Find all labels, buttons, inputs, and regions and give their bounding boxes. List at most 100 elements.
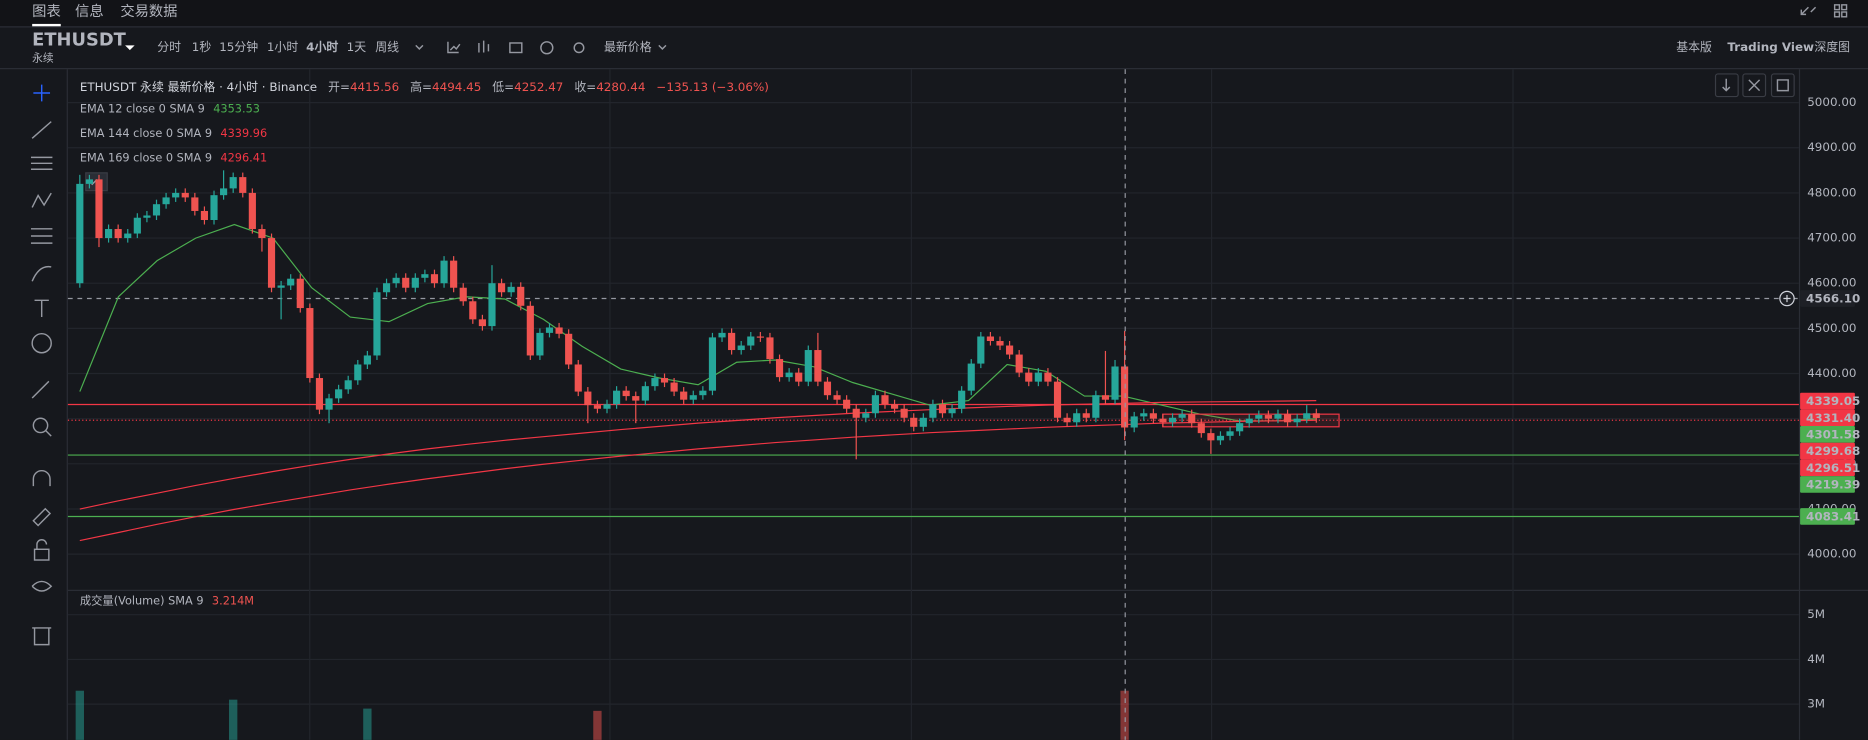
view-option[interactable]: 深度图 [1814, 40, 1850, 54]
candle-body [488, 283, 496, 327]
candle-body [545, 327, 554, 333]
candle-body [632, 396, 640, 401]
candle-body [1226, 431, 1234, 436]
price-type[interactable]: 最新价格 [604, 40, 652, 54]
candle-body [795, 372, 803, 382]
candle-body [1255, 415, 1263, 419]
timeframe[interactable]: 周线 [375, 40, 399, 54]
candle-body [459, 287, 467, 302]
candle-body [363, 355, 371, 365]
candle-body [1236, 423, 1244, 432]
candle-body [680, 391, 688, 400]
candle-body [239, 177, 247, 193]
indicator-value: 4296.41 [220, 152, 267, 165]
tab-bar [0, 0, 1868, 27]
contract: 永续 [32, 51, 54, 64]
view-option[interactable]: Trading View [1727, 40, 1814, 54]
tab-underline [32, 23, 61, 27]
candle-body [1207, 433, 1215, 441]
legend-label: 低= [492, 80, 514, 94]
candle-body [843, 399, 851, 409]
volume-bar [75, 690, 84, 740]
candle-body [402, 277, 410, 288]
chart-tool-icons[interactable] [415, 40, 667, 55]
tab[interactable]: 图表 [32, 3, 61, 20]
timeframe[interactable]: 4小时 [306, 40, 338, 54]
candle-body [593, 405, 601, 409]
price-badge-label: 4083.41 [1806, 510, 1860, 524]
legend-title: ETHUSDT 永续 最新价格 · 4小时 · Binance [80, 80, 317, 94]
candle-body [124, 233, 132, 239]
timeframe[interactable]: 1小时 [267, 40, 298, 54]
candle-body [162, 197, 170, 205]
volume-bar [593, 710, 602, 740]
price-badge [1800, 442, 1855, 460]
timeframe[interactable]: 1天 [347, 40, 367, 54]
candle-body [526, 305, 534, 356]
candle-body [335, 389, 343, 399]
drawing-toolbar[interactable] [30, 84, 53, 646]
candle-body [1216, 435, 1225, 441]
candle-body [1293, 418, 1301, 423]
candle-body [392, 277, 400, 284]
candle-body [1178, 414, 1186, 418]
candle-body [172, 192, 180, 198]
indicator-value: 4353.53 [213, 103, 260, 116]
candle-body [910, 417, 918, 427]
indicator-name: EMA 144 close 0 SMA 9 [80, 127, 212, 140]
candle-body [919, 417, 927, 427]
price-badge [1800, 409, 1855, 427]
candle-body [670, 382, 678, 392]
volume-tick-label: 3M [1807, 697, 1825, 711]
timeframe[interactable]: 15分钟 [219, 40, 258, 54]
price-badge [1800, 508, 1855, 525]
add-alert-icon[interactable] [1783, 294, 1791, 303]
legend-label: 开= [328, 80, 350, 94]
window-buttons[interactable] [1800, 4, 1848, 18]
candle-body [1168, 417, 1177, 423]
price-badge-label: 4301.58 [1806, 427, 1860, 441]
y-tick-label: 4800.00 [1807, 185, 1856, 199]
candle-body [689, 395, 697, 400]
symbol-caret[interactable] [125, 45, 135, 51]
candle-body [143, 215, 151, 218]
candle-body [210, 195, 218, 220]
candle-body [881, 395, 889, 405]
candle-body [105, 229, 113, 239]
candle-body [708, 337, 717, 391]
candle-body [1283, 414, 1292, 423]
candle-body [114, 229, 122, 239]
legend-value: 4415.56 [350, 80, 399, 94]
ema-line [79, 400, 1317, 510]
candle-body [267, 238, 276, 288]
candle-body [699, 390, 707, 396]
view-option[interactable]: 基本版 [1676, 40, 1712, 54]
timeframe[interactable]: 1秒 [192, 40, 212, 54]
candle-body [296, 278, 304, 309]
volume-bar [229, 699, 238, 740]
tab[interactable]: 信息 [75, 3, 104, 20]
candle-body [1188, 414, 1196, 424]
price-badge-label: 4296.51 [1806, 461, 1860, 475]
candle-body [660, 378, 669, 383]
tab[interactable]: 交易数据 [120, 2, 177, 20]
candle-body [996, 341, 1004, 346]
candle-body [248, 192, 256, 230]
candle-body [95, 179, 103, 239]
candle-body [76, 183, 84, 284]
symbol[interactable]: ETHUSDT [32, 30, 127, 51]
candle-body [900, 408, 908, 418]
candle-body [181, 192, 189, 198]
candle-body [986, 336, 994, 342]
candle-body [344, 380, 352, 390]
candle-body [200, 210, 209, 220]
y-tick-label: 4600.00 [1807, 276, 1856, 290]
candle-body [1149, 413, 1157, 419]
volume-title: 成交量(Volume) SMA 9 [80, 594, 204, 608]
price-badge [1800, 476, 1855, 493]
candle-body [469, 301, 477, 320]
candle-body [1053, 381, 1062, 418]
timeframe[interactable]: 分时 [157, 40, 181, 54]
